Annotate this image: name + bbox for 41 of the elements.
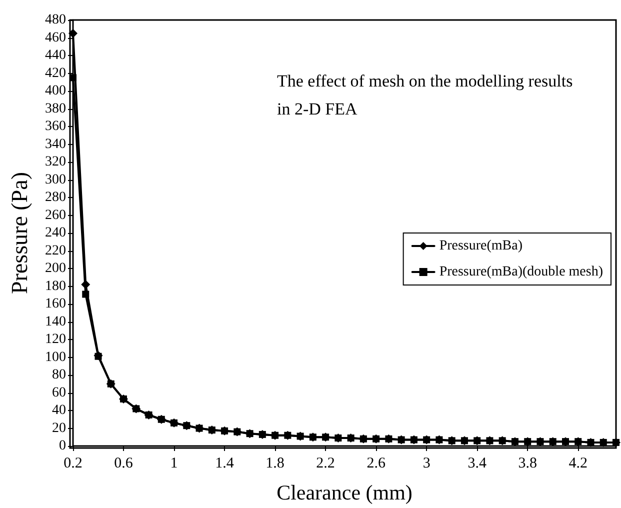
- x-tick-label: 1: [170, 456, 178, 472]
- y-tick-label: 220: [45, 243, 66, 258]
- y-tick-label: 60: [52, 385, 66, 400]
- x-tick-label: 3: [422, 456, 430, 472]
- x-tick-label: 2.6: [366, 456, 386, 472]
- y-tick-label: 160: [45, 296, 66, 312]
- y-tick-label: 80: [52, 368, 66, 382]
- y-tick-label: 280: [45, 190, 66, 205]
- x-tick-label: 0.6: [114, 456, 134, 472]
- y-tick-label: 20: [52, 420, 66, 436]
- y-tick-label: 480: [45, 12, 66, 28]
- y-tick-label: 0: [59, 438, 66, 454]
- y-tick-label: 320: [45, 154, 66, 170]
- y-tick-label: 300: [45, 172, 66, 188]
- legend-label: Pressure(mBa): [439, 238, 523, 254]
- x-axis-title: Clearance (mm): [276, 480, 412, 504]
- x-tick-label: 1.4: [215, 456, 234, 472]
- x-tick-label: 1.8: [266, 456, 284, 472]
- y-tick-label: 180: [45, 278, 66, 294]
- y-tick-label: 260: [45, 208, 66, 223]
- y-axis-title: Pressure (Pa): [7, 172, 32, 294]
- y-tick-label: 460: [45, 30, 66, 46]
- y-tick-label: 200: [45, 261, 66, 276]
- y-tick-label: 340: [45, 136, 66, 152]
- y-tick-label: 240: [45, 226, 66, 240]
- y-tick-label: 440: [45, 48, 66, 63]
- y-tick-label: 120: [45, 332, 66, 347]
- x-tick-label: 0.2: [64, 456, 82, 472]
- y-tick-label: 420: [45, 66, 66, 81]
- y-tick-label: 140: [45, 314, 66, 330]
- y-tick-label: 400: [45, 84, 66, 98]
- y-tick-label: 360: [45, 119, 66, 134]
- legend-label: Pressure(mBa)(double mesh): [439, 264, 604, 280]
- y-tick-label: 380: [45, 101, 66, 116]
- x-tick-label: 2.2: [316, 456, 335, 472]
- x-tick-label: 3.8: [518, 456, 537, 472]
- x-tick-label: 3.4: [468, 456, 487, 472]
- y-tick-label: 40: [52, 403, 66, 418]
- x-tick-label: 4.2: [568, 456, 588, 472]
- y-tick-label: 100: [45, 350, 66, 365]
- text: The effect of mesh on the modelling results in 2-D FEA: [277, 72, 577, 118]
